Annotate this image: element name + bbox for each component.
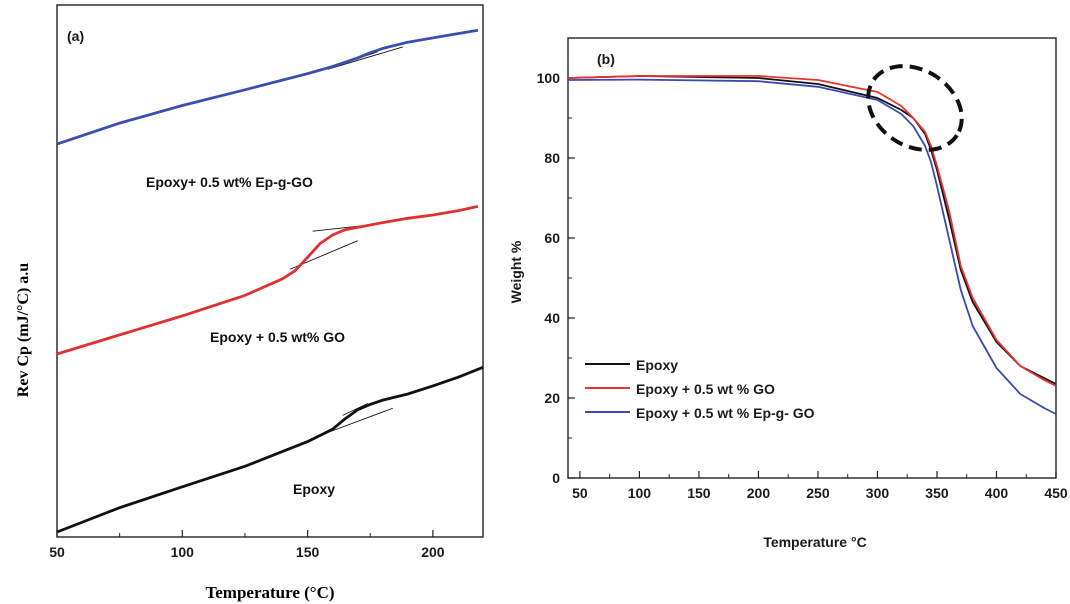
y-tick-label-20: 20 (544, 390, 560, 406)
legend-label-epoxy-0-5-wt-ep-g-go: Epoxy + 0.5 wt % Ep-g- GO (636, 405, 815, 421)
x-tick-label-150: 150 (296, 544, 320, 560)
x-axis-label-a: Temperature (°C) (205, 583, 334, 602)
y-tick-label-80: 80 (544, 150, 560, 166)
series-line-epoxy (56, 365, 484, 534)
annotation-epoxy: Epoxy (293, 481, 335, 497)
x-tick-label-100: 100 (628, 485, 652, 501)
x-tick-label-450: 450 (1044, 485, 1068, 501)
legend-b: Epoxy Epoxy + 0.5 wt % GO Epoxy + 0.5 wt %… (585, 357, 815, 421)
plot-frame-a (56, 4, 484, 538)
x-tick-label-250: 250 (806, 485, 830, 501)
panel-b: 50 100 150 200 250 300 350 400 450 0 20 40 60 80 100 (… (508, 37, 1068, 550)
series-line-epoxy-0-5-wt-go (56, 205, 479, 356)
x-tick-label-50: 50 (49, 544, 65, 560)
panel-a: 50 100 150 200 (a) Epoxy+ 0.5 wt% Ep-g-GO E… (15, 4, 484, 602)
series-line-epoxy-0-5-wt-ep-g-go (567, 78, 1057, 415)
y-tick-label-0: 0 (552, 470, 560, 486)
x-tick-label-300: 300 (866, 485, 890, 501)
legend-label-epoxy: Epoxy (636, 357, 678, 373)
series-line-epoxy-0-5-wt-go (567, 75, 1057, 387)
x-tick-label-150: 150 (687, 485, 711, 501)
x-axis-label-b: Temperature °C (763, 534, 866, 550)
y-axis-label-b: Weight % (508, 240, 524, 303)
y-tick-label-60: 60 (544, 230, 560, 246)
x-tick-label-100: 100 (171, 544, 195, 560)
ticks-b: 50 100 150 200 250 300 350 400 450 0 20 40 60 80 100 (537, 70, 1068, 501)
x-tick-label-200: 200 (747, 485, 771, 501)
x-tick-label-50: 50 (572, 485, 588, 501)
x-tick-label-350: 350 (925, 485, 949, 501)
legend-label-epoxy-0-5-wt-go: Epoxy + 0.5 wt % GO (636, 381, 775, 397)
x-tick-label-200: 200 (421, 544, 445, 560)
annotation-ep-g-go: Epoxy+ 0.5 wt% Ep-g-GO (146, 174, 313, 190)
panel-label-a: (a) (67, 28, 84, 44)
annotation-go: Epoxy + 0.5 wt% GO (210, 329, 345, 345)
plot-frame-b (567, 37, 1057, 479)
y-axis-label-a: Rev Cp (mJ/°C) a.u (15, 263, 32, 397)
x-tick-label-400: 400 (985, 485, 1009, 501)
tangent-line-5 (342, 403, 368, 416)
tangent-line-0 (327, 46, 403, 70)
panel-label-b: (b) (597, 51, 615, 67)
y-tick-label-100: 100 (537, 70, 561, 86)
y-tick-label-40: 40 (544, 310, 560, 326)
series-a (56, 28, 484, 534)
series-line-epoxy-0-5-wt-ep-g-go (56, 28, 479, 146)
